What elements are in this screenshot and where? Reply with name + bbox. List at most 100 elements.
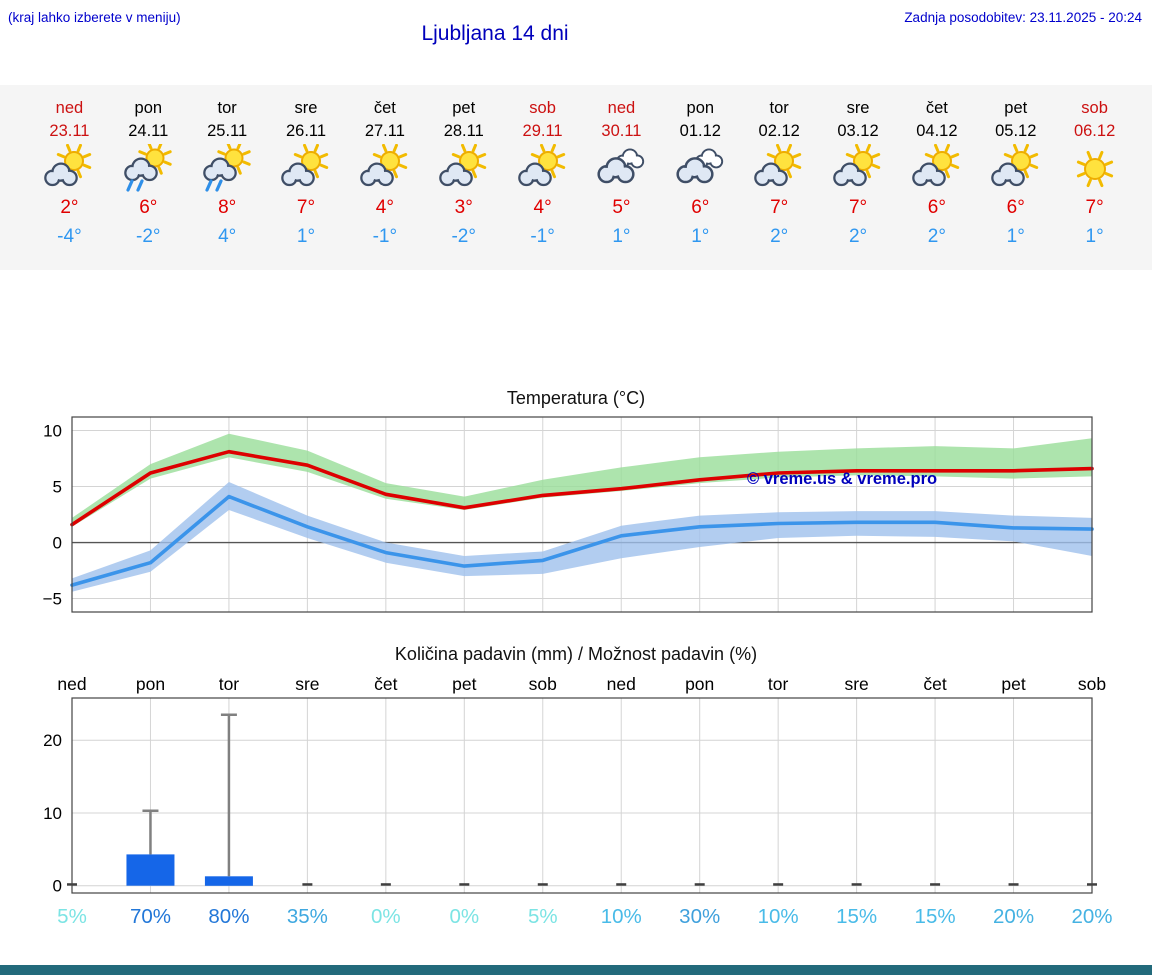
bottom-bar [0, 965, 1152, 975]
day-date: 01.12 [679, 121, 721, 140]
low-temp: -4° [57, 226, 82, 248]
high-temp: 4° [375, 197, 394, 219]
svg-text:sre: sre [844, 674, 868, 694]
precip-probability: 15% [915, 905, 956, 928]
forecast-day[interactable]: sre 03.12 7° 2° [819, 98, 898, 270]
svg-text:pet: pet [1001, 674, 1025, 694]
svg-text:0: 0 [53, 534, 62, 553]
last-updated: Zadnja posodobitev: 23.11.2025 - 20:24 [904, 10, 1142, 25]
precip-probability: 0% [371, 905, 401, 928]
precip-probability: 10% [601, 905, 642, 928]
high-temp: 3° [454, 197, 473, 219]
svg-text:−5: −5 [43, 590, 62, 609]
low-temp: -1° [530, 226, 555, 248]
day-date: 23.11 [49, 121, 90, 140]
svg-text:0: 0 [53, 877, 62, 896]
forecast-day[interactable]: pon 01.12 6° 1° [661, 98, 740, 270]
high-temp: 7° [848, 197, 868, 219]
weather-partly-icon [515, 144, 571, 194]
low-temp: -2° [136, 226, 161, 248]
forecast-day[interactable]: čet 27.11 4° -1° [345, 98, 424, 270]
high-temp: 5° [612, 197, 631, 219]
svg-text:ned: ned [607, 674, 636, 694]
svg-text:čet: čet [923, 674, 946, 694]
day-name: ned [55, 99, 84, 117]
weather-cloudy-icon [593, 144, 649, 194]
forecast-day[interactable]: tor 25.11 8° 4° [188, 98, 267, 270]
forecast-day[interactable]: pet 05.12 6° 1° [976, 98, 1055, 270]
svg-text:10: 10 [43, 804, 62, 823]
day-date: 25.11 [207, 121, 248, 140]
forecast-day[interactable]: sob 29.11 4° -1° [503, 98, 582, 270]
day-date: 27.11 [364, 121, 405, 140]
svg-text:20: 20 [43, 731, 62, 750]
precip-probability: 0% [449, 905, 479, 928]
day-name: čet [925, 99, 948, 117]
high-temp: 6° [927, 197, 946, 219]
low-temp: 4° [218, 226, 237, 248]
high-temp: 2° [60, 197, 79, 219]
forecast-strip: ned 23.11 2° -4° pon 24.11 6° -2° tor 25.11 8° 4°… [0, 85, 1152, 270]
weather-partly-icon [830, 144, 886, 194]
day-name: čet [373, 99, 396, 117]
high-temp: 8° [218, 197, 237, 219]
day-date: 02.12 [758, 121, 800, 140]
day-date: 30.11 [601, 121, 642, 140]
low-temp: 1° [296, 226, 316, 248]
svg-text:pet: pet [452, 674, 476, 694]
low-temp: -1° [372, 226, 398, 248]
weather-rain-icon [199, 141, 255, 194]
svg-text:5: 5 [53, 477, 62, 496]
precip-probability: 5% [57, 905, 87, 928]
page-title: Ljubljana 14 dni [421, 22, 569, 45]
precip-probability: 5% [528, 905, 558, 928]
low-temp: 1° [612, 226, 631, 248]
day-date: 26.11 [285, 121, 327, 140]
precip-probability: 70% [130, 905, 171, 928]
svg-text:10: 10 [43, 421, 62, 440]
day-name: sob [1081, 99, 1108, 117]
precipitation-chart: ned pon tor sre čet pet sob ned pon tor sre čet pet s… [43, 674, 1112, 928]
weather-partly-icon [751, 144, 807, 194]
low-temp: -2° [451, 226, 476, 248]
svg-text:tor: tor [768, 674, 789, 694]
high-temp: 7° [770, 197, 789, 219]
forecast-day[interactable]: sre 26.11 7° 1° [267, 98, 346, 270]
svg-text:sob: sob [1078, 674, 1106, 694]
day-name: tor [769, 99, 789, 117]
low-temp: 2° [848, 226, 868, 248]
low-temp: 1° [691, 226, 710, 248]
day-name: pon [134, 99, 163, 117]
weather-rain-icon [120, 141, 176, 194]
precip-probability: 80% [208, 905, 249, 928]
forecast-day[interactable]: ned 30.11 5° 1° [582, 98, 661, 270]
precip-probability: 20% [993, 905, 1034, 928]
forecast-day[interactable]: čet 04.12 6° 2° [897, 98, 976, 270]
forecast-day[interactable]: tor 02.12 7° 2° [740, 98, 819, 270]
temperature-chart-title: Temperatura (°C) [506, 388, 646, 408]
svg-text:sre: sre [295, 674, 319, 694]
weather-partly-icon [436, 144, 492, 194]
precip-probability: 20% [1071, 905, 1112, 928]
svg-text:ned: ned [57, 674, 86, 694]
high-temp: 6° [139, 197, 158, 219]
high-temp: 6° [691, 197, 710, 219]
day-name: pet [1004, 99, 1028, 117]
svg-text:pon: pon [136, 674, 165, 694]
forecast-day[interactable]: ned 23.11 2° -4° [30, 98, 109, 270]
temperature-chart: 10 5 0 −5 © vreme.us & vreme.pro [43, 416, 1094, 613]
forecast-day[interactable]: pon 24.11 6° -2° [109, 98, 188, 270]
day-date: 28.11 [443, 121, 484, 140]
weather-partly-icon [278, 144, 334, 194]
day-date: 24.11 [128, 121, 169, 140]
svg-text:sob: sob [529, 674, 557, 694]
day-date: 03.12 [837, 121, 879, 140]
weather-cloudy-icon [672, 144, 728, 194]
forecast-day[interactable]: sob 06.12 7° 1° [1055, 98, 1134, 270]
high-temp: 4° [533, 197, 552, 219]
forecast-day[interactable]: pet 28.11 3° -2° [424, 98, 503, 270]
low-temp: 1° [1085, 226, 1104, 248]
precip-probability: 35% [287, 905, 328, 928]
precipitation-chart-title: Količina padavin (mm) / Možnost padavin … [394, 644, 758, 664]
precip-probability: 10% [758, 905, 799, 928]
